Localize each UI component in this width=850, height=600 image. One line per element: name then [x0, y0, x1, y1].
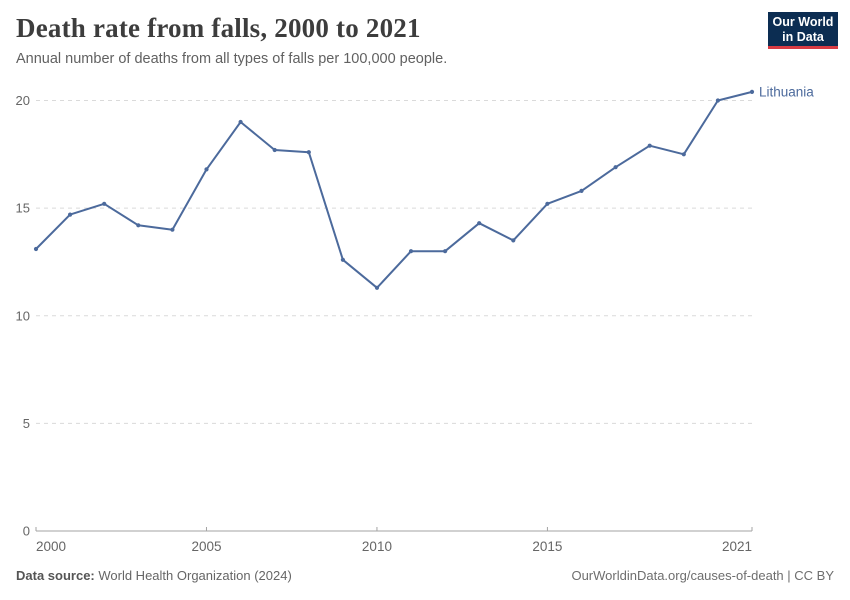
chart-title: Death rate from falls, 2000 to 2021	[16, 13, 421, 43]
x-tick-label: 2005	[191, 539, 221, 554]
data-point[interactable]	[340, 257, 345, 262]
x-tick-label: 2021	[722, 539, 752, 554]
data-point[interactable]	[545, 201, 550, 206]
data-point[interactable]	[511, 238, 516, 243]
attribution-text: OurWorldinData.org/causes-of-death | CC …	[571, 568, 834, 583]
data-point[interactable]	[374, 285, 380, 290]
data-point[interactable]	[579, 188, 584, 193]
data-point[interactable]	[613, 165, 618, 170]
series-line-lithuania[interactable]	[35, 90, 753, 289]
x-tick-label: 2010	[362, 539, 392, 554]
data-point[interactable]	[102, 201, 107, 206]
y-tick-label: 10	[16, 308, 30, 323]
data-point[interactable]	[681, 152, 686, 157]
owid-logo-line2: in Data	[782, 30, 824, 44]
chart-footer: Data source: World Health Organization (…	[16, 568, 834, 583]
data-point[interactable]	[647, 143, 652, 148]
data-point[interactable]	[408, 249, 414, 254]
data-source-label: Data source:	[16, 568, 95, 583]
data-point[interactable]	[238, 119, 243, 125]
data-point[interactable]	[715, 98, 721, 103]
data-point[interactable]	[477, 221, 482, 226]
data-point[interactable]	[749, 89, 755, 94]
data-point[interactable]	[306, 150, 311, 155]
data-point[interactable]	[33, 246, 39, 252]
owid-logo[interactable]: Our World in Data	[768, 12, 838, 49]
series-end-label: Lithuania	[759, 84, 814, 99]
x-tick-label: 2000	[36, 539, 66, 554]
data-point[interactable]	[204, 167, 209, 172]
data-point[interactable]	[443, 249, 448, 254]
y-tick-label: 20	[16, 93, 30, 108]
x-tick-label: 2015	[532, 539, 562, 554]
data-source: Data source: World Health Organization (…	[16, 568, 292, 583]
data-point[interactable]	[170, 227, 175, 232]
owid-logo-line1: Our World	[772, 15, 834, 29]
data-point[interactable]	[68, 212, 73, 217]
y-tick-label: 0	[23, 524, 30, 539]
data-point[interactable]	[136, 223, 141, 228]
data-source-value: World Health Organization (2024)	[94, 568, 292, 583]
y-tick-label: 5	[23, 416, 30, 431]
y-tick-label: 15	[16, 201, 30, 216]
chart-subtitle: Annual number of deaths from all types o…	[16, 51, 448, 67]
data-point[interactable]	[272, 147, 277, 153]
